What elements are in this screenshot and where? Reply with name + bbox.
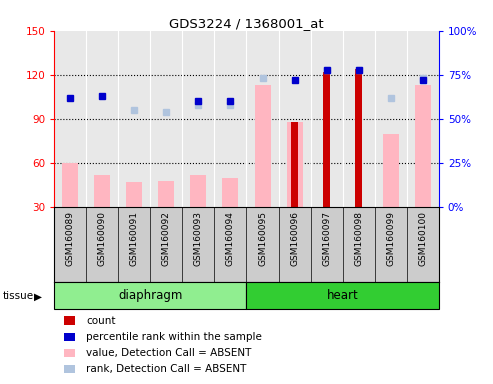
Text: ▶: ▶ (34, 291, 41, 301)
Text: GSM160093: GSM160093 (194, 211, 203, 266)
Bar (291, 122, 298, 207)
Text: diaphragm: diaphragm (118, 289, 182, 302)
Text: GSM160097: GSM160097 (322, 211, 331, 266)
Bar (323, 72, 330, 207)
Text: tissue: tissue (2, 291, 34, 301)
Text: GSM160096: GSM160096 (290, 211, 299, 266)
Bar (415, 85, 431, 207)
Text: GSM160094: GSM160094 (226, 211, 235, 266)
Text: rank, Detection Call = ABSENT: rank, Detection Call = ABSENT (86, 364, 246, 374)
Text: GSM160091: GSM160091 (130, 211, 139, 266)
Text: value, Detection Call = ABSENT: value, Detection Call = ABSENT (86, 348, 251, 358)
Text: GSM160100: GSM160100 (418, 211, 427, 266)
Bar (383, 134, 399, 207)
Text: GSM160095: GSM160095 (258, 211, 267, 266)
FancyBboxPatch shape (246, 282, 439, 309)
Text: heart: heart (327, 289, 358, 302)
Text: GSM160090: GSM160090 (98, 211, 107, 266)
Text: count: count (86, 316, 116, 326)
Bar (126, 182, 142, 207)
Text: percentile rank within the sample: percentile rank within the sample (86, 332, 262, 342)
Bar (190, 175, 207, 207)
Text: GSM160099: GSM160099 (386, 211, 395, 266)
Bar (158, 181, 175, 207)
Text: GSM160098: GSM160098 (354, 211, 363, 266)
Bar (222, 178, 239, 207)
Title: GDS3224 / 1368001_at: GDS3224 / 1368001_at (169, 17, 324, 30)
Bar (286, 122, 303, 207)
FancyBboxPatch shape (54, 282, 246, 309)
Bar (355, 69, 362, 207)
Text: GSM160089: GSM160089 (66, 211, 75, 266)
Bar (62, 163, 78, 207)
Bar (254, 85, 271, 207)
Bar (94, 175, 110, 207)
Text: GSM160092: GSM160092 (162, 211, 171, 266)
